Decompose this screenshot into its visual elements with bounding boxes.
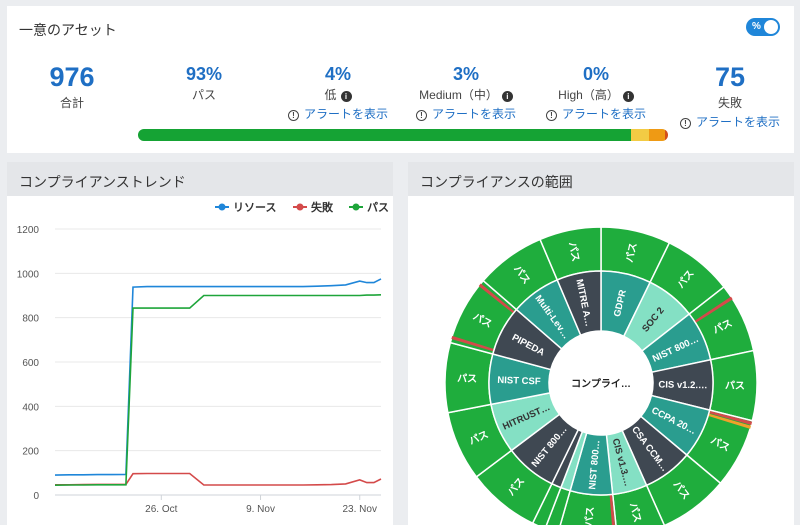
- total-value: 976: [49, 62, 95, 92]
- metric-total: 976 合計: [39, 62, 105, 111]
- y-tick-label: 1200: [17, 225, 40, 236]
- progress-segment-low: [630, 129, 650, 141]
- compliance-coverage-card: コンプライアンスの範囲 パス パス パス パス パス パス パス パス パス パス パス パス パス パス…: [408, 162, 794, 525]
- high-info-icon[interactable]: i: [622, 91, 634, 102]
- series-line: [54, 294, 382, 486]
- metric-medium: 3% Medium（中） i ! アラートを表示: [411, 64, 521, 122]
- pass-value: 93%: [185, 64, 223, 84]
- inner-segment-label: CIS v1.2.…: [658, 380, 707, 392]
- legend-swatch-marker: [296, 203, 304, 211]
- percent-toggle-label: %: [752, 21, 761, 32]
- low-alert-icon: !: [287, 110, 299, 121]
- inner-segment-label: NIST 800…: [587, 440, 602, 490]
- progress-segment-pass: [138, 129, 631, 141]
- low-info-icon[interactable]: i: [340, 91, 352, 102]
- trend-title: コンプライアンストレンド: [19, 174, 186, 190]
- low-value: 4%: [324, 64, 351, 84]
- outer-segment-fail[interactable]: [694, 296, 733, 323]
- outer-segment-fail[interactable]: [708, 413, 752, 429]
- outer-segment-label: パス: [624, 241, 640, 263]
- medium-alert-icon: !: [415, 110, 427, 121]
- inner-segment-label: NIST CSF: [497, 375, 541, 388]
- legend-swatch-marker: [352, 203, 360, 211]
- fail-alert-text: アラートを表示: [695, 115, 780, 129]
- y-tick-label: 1000: [17, 269, 40, 280]
- metric-high: 0% High（高） i ! アラートを表示: [541, 64, 651, 122]
- x-tick-label: 23. Nov: [343, 504, 377, 515]
- high-view-alerts-link[interactable]: ! アラートを表示: [541, 105, 651, 122]
- legend-swatch-marker: [218, 203, 226, 211]
- sunburst-center-label: コンプライ…: [571, 377, 631, 390]
- high-alert-icon: !: [545, 110, 557, 121]
- series-line: [54, 278, 382, 476]
- outer-segment-fail[interactable]: [451, 335, 495, 352]
- coverage-title: コンプライアンスの範囲: [420, 174, 573, 190]
- y-tick-label: 800: [22, 314, 39, 325]
- outer-segment-label: パス: [725, 380, 745, 392]
- metric-pass: 93% パス: [172, 64, 236, 103]
- medium-alert-text: アラートを表示: [431, 107, 516, 121]
- y-tick-label: 600: [22, 358, 39, 369]
- fail-value: 75: [714, 62, 746, 92]
- outer-segment-label: パス: [627, 501, 644, 523]
- coverage-header: コンプライアンスの範囲: [408, 162, 794, 196]
- toggle-knob: [764, 20, 778, 34]
- outer-segment-fail[interactable]: [478, 283, 515, 314]
- medium-info-icon[interactable]: i: [501, 91, 513, 102]
- low-alert-text: アラートを表示: [303, 107, 388, 121]
- trend-line-chart: 0 200 400 600 800 1000 1200 26. Oct 9. Nov 23. No…: [17, 200, 389, 515]
- high-alert-text: アラートを表示: [561, 107, 646, 121]
- x-tick-label: 9. Nov: [246, 504, 275, 515]
- legend-item[interactable]: パス: [367, 201, 389, 214]
- fail-label: 失敗: [717, 96, 742, 110]
- y-tick-label: 400: [22, 402, 39, 413]
- trend-header: コンプライアンストレンド: [7, 162, 393, 196]
- outer-segment-label: パス: [457, 372, 477, 385]
- compliance-progress-bar: [138, 129, 668, 141]
- outer-segment-fail[interactable]: [609, 494, 617, 525]
- y-tick-label: 200: [22, 447, 39, 458]
- high-label: High（高）: [558, 88, 619, 102]
- medium-label: Medium（中）: [419, 88, 498, 102]
- progress-segment-medium: [649, 129, 666, 141]
- outer-segment-fail[interactable]: [708, 410, 753, 425]
- fail-alert-icon: !: [679, 118, 691, 129]
- outer-segment-label: パス: [583, 506, 597, 525]
- x-tick-label: 26. Oct: [145, 504, 177, 515]
- summary-title: 一意のアセット: [19, 22, 117, 38]
- outer-segment-label: パス: [566, 241, 582, 263]
- y-tick-label: 0: [33, 491, 39, 502]
- compliance-trend-card: コンプライアンストレンド 0 200 400 600 800 1000 1200 26. Oc…: [7, 162, 393, 525]
- medium-view-alerts-link[interactable]: ! アラートを表示: [411, 105, 521, 122]
- progress-segment-high: [665, 129, 668, 141]
- low-label: 低: [324, 88, 337, 102]
- legend-item[interactable]: 失敗: [311, 200, 334, 214]
- metric-fail: 75 失敗 ! アラートを表示: [675, 62, 785, 130]
- total-label: 合計: [59, 96, 84, 110]
- fail-view-alerts-link[interactable]: ! アラートを表示: [675, 113, 785, 130]
- percent-toggle[interactable]: %: [746, 18, 780, 36]
- legend-item[interactable]: リソース: [233, 201, 276, 214]
- high-value: 0%: [582, 64, 609, 84]
- sunburst-center[interactable]: [549, 331, 653, 435]
- medium-value: 3%: [452, 64, 479, 84]
- low-view-alerts-link[interactable]: ! アラートを表示: [283, 105, 393, 122]
- pass-label: パス: [191, 88, 216, 102]
